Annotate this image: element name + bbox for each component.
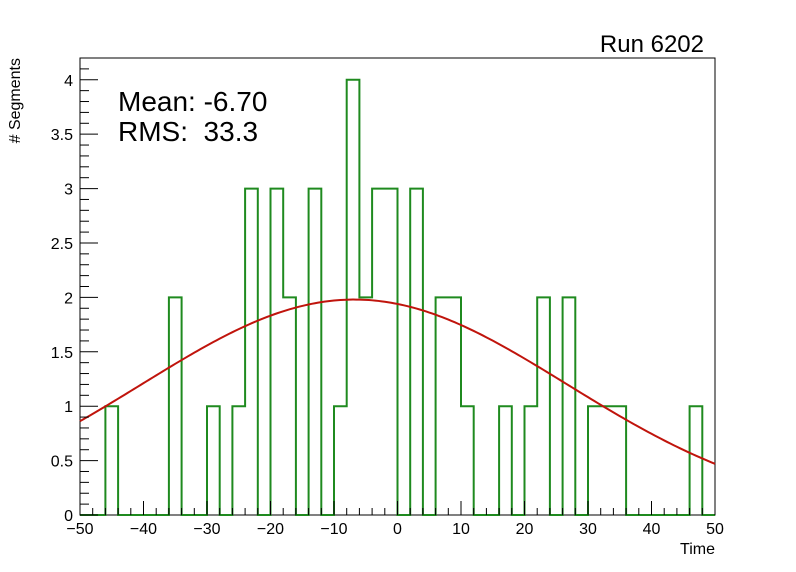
y-axis-title: # Segments <box>7 58 24 143</box>
x-tick-label: −40 <box>130 521 157 538</box>
x-tick-label: −10 <box>320 521 347 538</box>
stat-mean: Mean: -6.70 <box>118 86 267 117</box>
y-axis: 0 0.5 1 1.5 2 2.5 3 3.5 4 <box>51 57 98 525</box>
y-tick-label: 4 <box>64 73 73 90</box>
x-tick-label: −50 <box>66 521 93 538</box>
histogram-layer <box>80 78 715 516</box>
y-tick-label: 0.5 <box>51 454 73 471</box>
y-tick-label: 1 <box>64 399 73 416</box>
histogram-outline <box>80 78 715 516</box>
x-tick-label: −20 <box>257 521 284 538</box>
y-tick-label: 2.5 <box>51 236 73 253</box>
x-axis-title: Time <box>680 541 715 558</box>
x-tick-label: 0 <box>393 521 402 538</box>
chart-title: Run 6202 <box>600 31 704 58</box>
y-tick-label: 3.5 <box>51 127 73 144</box>
x-tick-label: 40 <box>643 521 661 538</box>
x-tick-label: −30 <box>193 521 220 538</box>
x-tick-label: 10 <box>452 521 470 538</box>
x-axis: −50 −40 −30 −20 −10 0 10 20 30 40 50 <box>66 501 724 538</box>
x-tick-label: 20 <box>516 521 534 538</box>
x-tick-label: 50 <box>706 521 724 538</box>
y-tick-label: 0 <box>64 508 73 525</box>
fit-layer <box>79 298 716 465</box>
fit-curve <box>79 298 716 465</box>
y-tick-label: 3 <box>64 182 73 199</box>
stat-rms: RMS: 33.3 <box>118 116 258 147</box>
y-tick-label: 1.5 <box>51 345 73 362</box>
y-tick-label: 2 <box>64 290 73 307</box>
x-tick-label: 30 <box>579 521 597 538</box>
